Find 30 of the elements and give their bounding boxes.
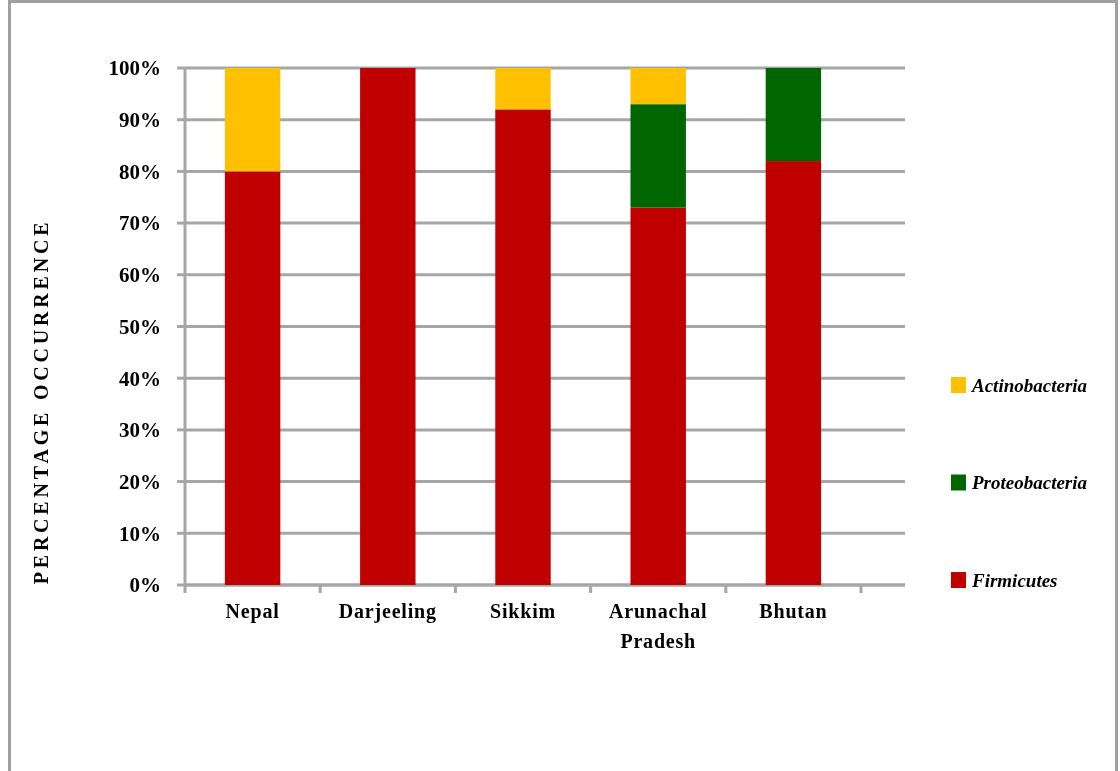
x-tick-label: Nepal [225,600,280,623]
x-tick-label: Sikkim [490,600,556,622]
y-tick-label: 10% [119,521,161,546]
x-tick-label: Darjeeling [338,600,437,623]
bar [765,68,822,162]
bar [224,171,281,585]
y-tick-label: 30% [119,418,161,443]
bar [360,68,416,585]
bar [495,109,551,585]
y-tick-label: 60% [119,263,161,288]
y-tick-label: 80% [119,159,161,184]
legend-label: Firmicutes [971,569,1058,591]
y-axis-title: PERCENTAGE OCCURRENCE [30,218,52,585]
x-tick-label: Arunachal Pradesh [609,600,708,652]
bar [765,161,822,585]
y-tick-label: 100% [108,56,161,81]
bar [495,68,551,110]
x-tick-label: Bhutan [759,600,828,622]
legend-label: Actinobacteria [971,374,1088,396]
y-tick-label: 0% [129,573,161,598]
y-tick-label: 50% [119,314,161,339]
bar [630,207,686,585]
bar [630,104,686,208]
bar [630,68,686,105]
y-tick-label: 90% [119,108,161,133]
legend-label: Proteobacteria [971,472,1088,494]
bar [224,68,281,172]
y-tick-label: 40% [119,366,161,391]
y-tick-label: 70% [119,211,161,236]
y-tick-label: 20% [119,469,161,494]
